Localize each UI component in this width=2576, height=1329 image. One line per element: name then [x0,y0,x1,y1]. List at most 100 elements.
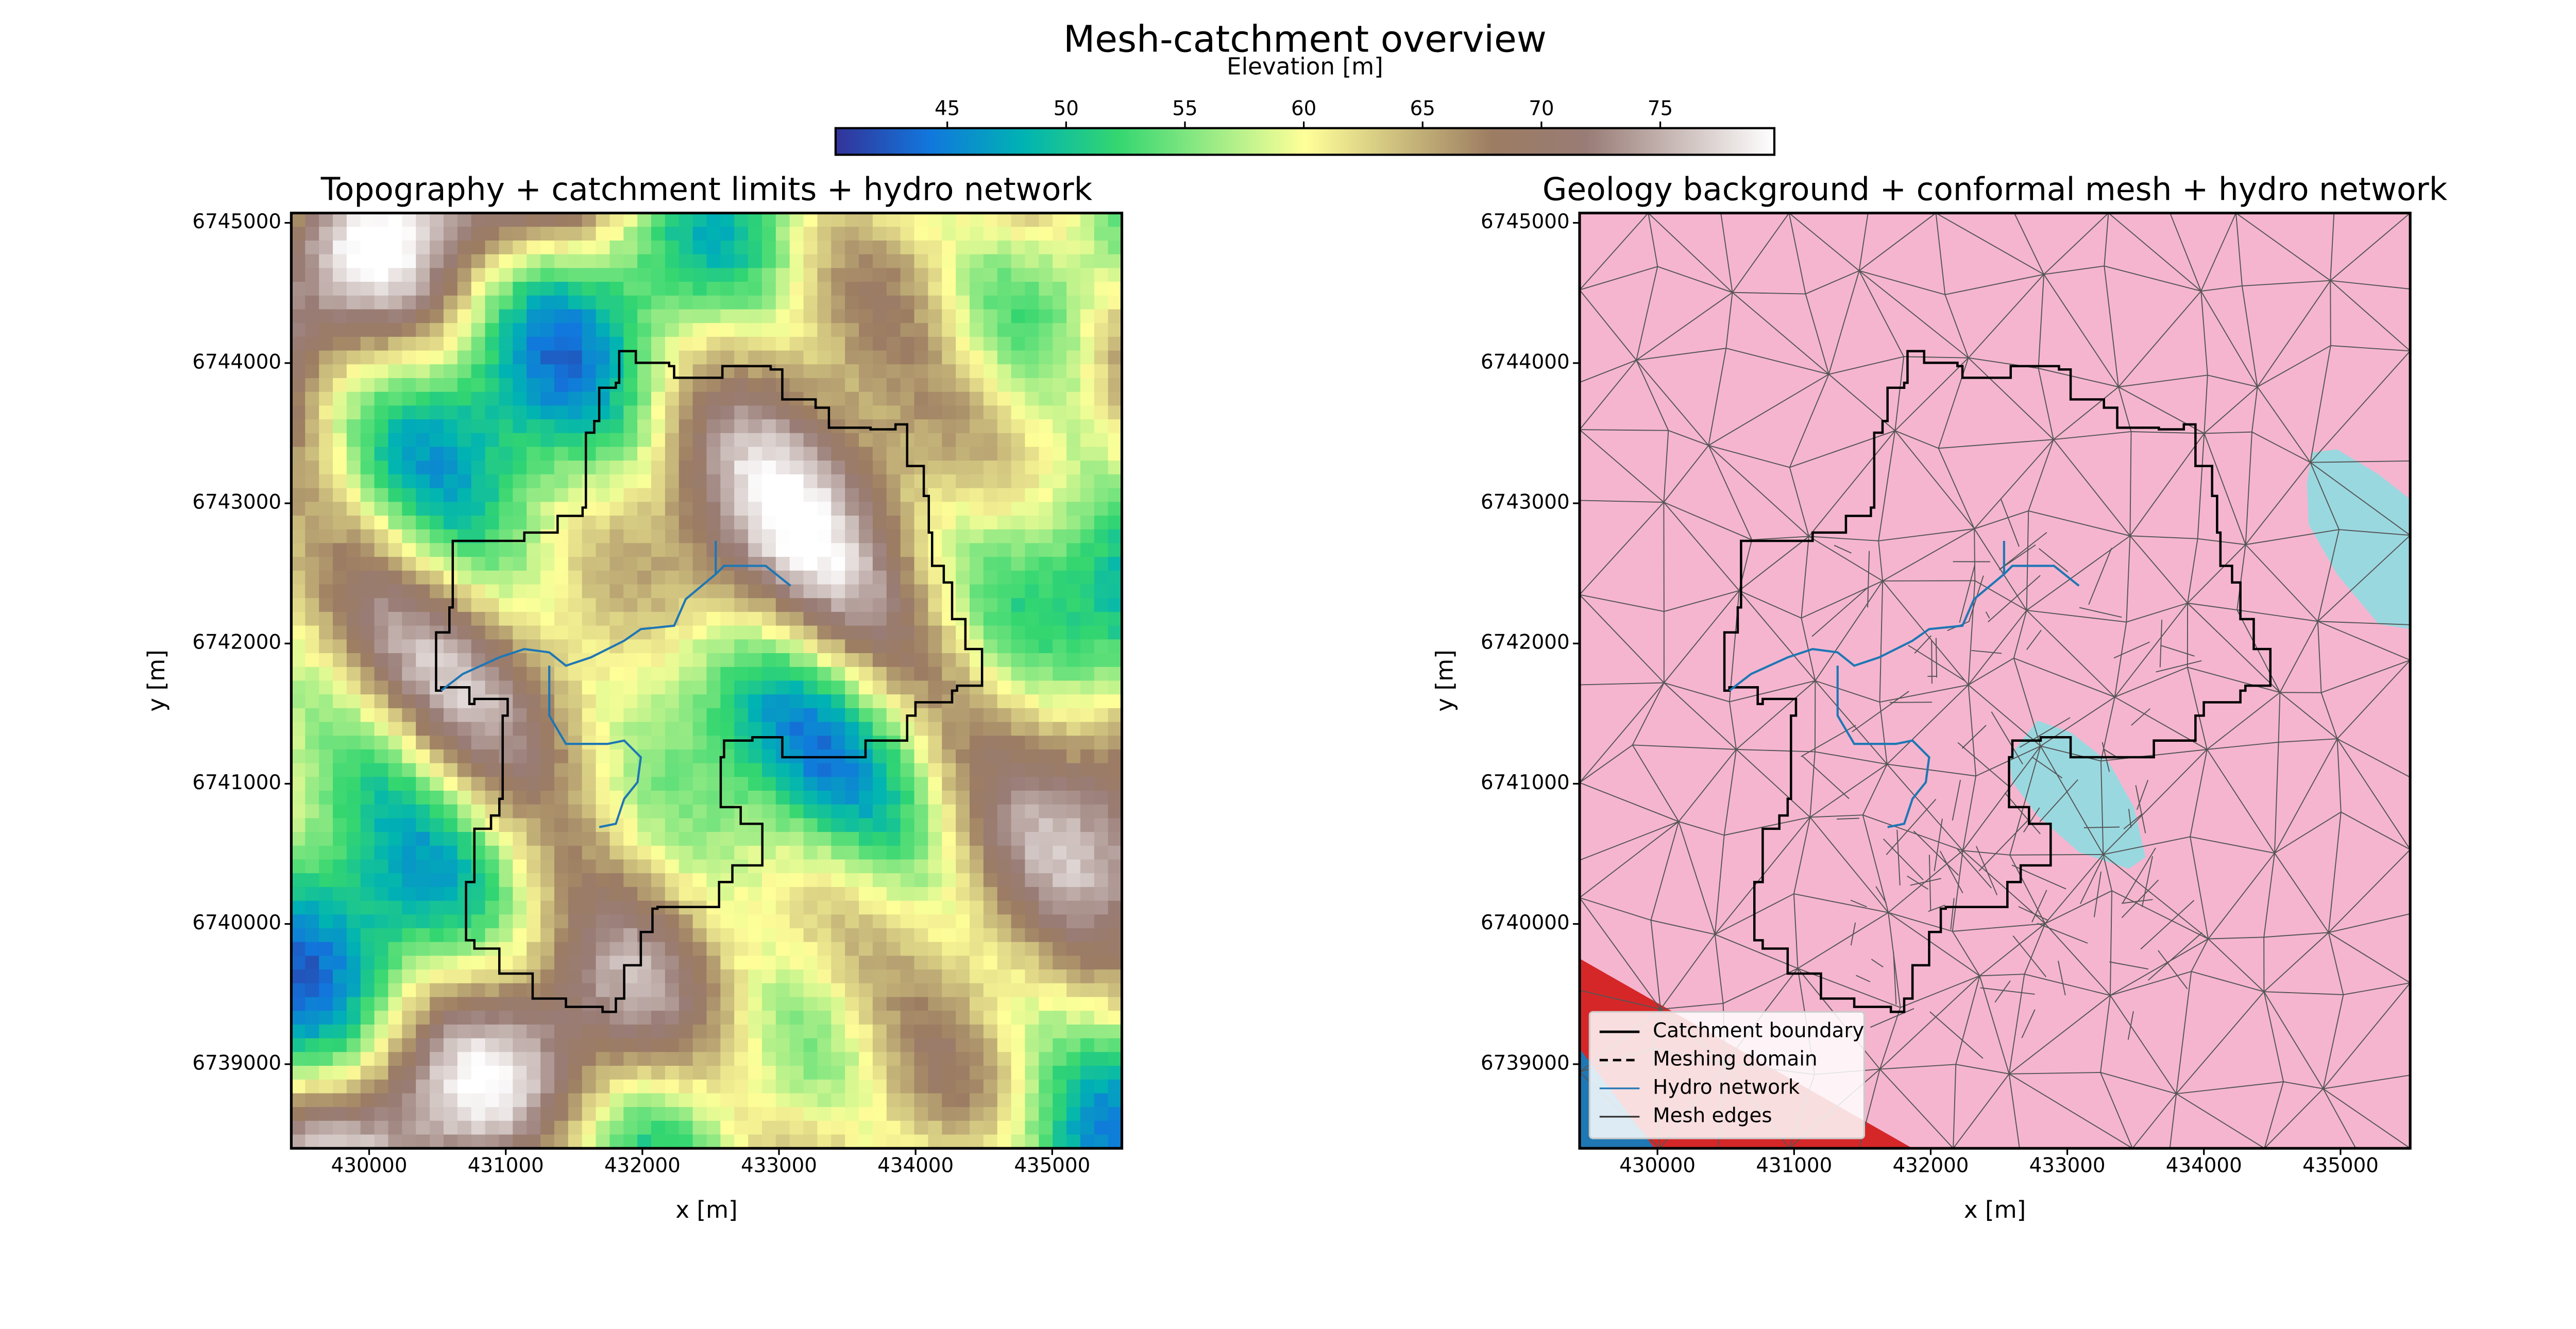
mesh-edge [1968,274,2044,359]
elevation-cell [319,1038,334,1053]
elevation-cell [623,378,638,393]
elevation-cell [831,736,846,751]
elevation-cell [1080,694,1095,709]
elevation-cell [471,433,486,448]
elevation-cell [374,1079,389,1094]
mesh-edge [2028,510,2130,537]
elevation-cell [1080,584,1095,599]
elevation-cell [499,639,514,654]
mesh-edge [2176,971,2192,1094]
elevation-cell [1039,515,1054,530]
elevation-cell [1108,240,1122,255]
elevation-cell [554,364,569,379]
elevation-cell [540,447,555,462]
elevation-cell [914,611,929,626]
elevation-cell [374,1024,389,1039]
elevation-cell [831,667,846,681]
elevation-cell [679,667,693,681]
elevation-cell [582,240,597,255]
elevation-cell [1053,1134,1067,1149]
y-tick-label: 6743000 [1481,491,1570,514]
elevation-cell [859,598,874,613]
elevation-cell [471,680,486,695]
elevation-cell [983,364,998,379]
elevation-cell [845,336,860,351]
elevation-cell [969,364,985,379]
elevation-cell [1080,557,1095,572]
elevation-cell [499,1066,514,1081]
elevation-cell [637,873,652,888]
elevation-cell [457,309,472,324]
elevation-cell [872,625,888,640]
elevation-cell [527,515,541,530]
elevation-cell [928,1024,943,1039]
elevation-cell [665,405,680,420]
elevation-cell [706,364,721,379]
elevation-cell [582,1134,597,1149]
elevation-cell [430,364,445,379]
elevation-cell [900,309,915,324]
elevation-cell [527,391,541,406]
elevation-cell [831,859,846,874]
elevation-cell [692,790,707,805]
elevation-cell [332,1093,348,1108]
elevation-cell [997,969,1012,984]
elevation-cell [679,1024,693,1039]
elevation-cell [637,722,652,737]
elevation-cell [859,1134,874,1149]
elevation-cell [817,1066,832,1081]
mesh-edge [2032,757,2063,779]
elevation-cell [928,405,943,420]
mesh-edge [2013,658,2041,746]
elevation-cell [845,667,860,681]
elevation-cell [956,653,971,668]
elevation-cell [568,708,583,723]
elevation-cell [1053,1011,1067,1026]
elevation-cell [527,818,541,833]
elevation-cell [969,736,985,751]
elevation-cell [319,818,334,833]
elevation-cell [969,625,985,640]
elevation-cell [969,1134,985,1149]
elevation-cell [1080,240,1095,255]
elevation-cell [665,956,680,970]
mesh-edge [2009,746,2041,856]
elevation-cell [388,350,403,365]
elevation-cell [457,515,472,530]
elevation-cell [914,391,929,406]
elevation-cell [914,1079,929,1094]
elevation-cell [527,488,541,503]
elevation-cell [582,364,597,379]
mesh-edge [2245,529,2340,546]
elevation-cell [734,1024,749,1039]
elevation-cell [969,1079,985,1094]
elevation-cell [983,942,998,957]
elevation-cell [914,598,929,613]
elevation-cell [319,1079,334,1094]
mesh-edge [2330,280,2411,352]
elevation-cell [513,378,528,393]
hydro-network [1728,565,2080,692]
elevation-cell [1053,309,1067,324]
elevation-cell [748,873,763,888]
mesh-edge [2317,535,2411,622]
elevation-cell [789,956,804,970]
elevation-cell [900,1024,915,1039]
elevation-cell [720,323,735,338]
elevation-cell [1108,997,1122,1012]
elevation-cell [582,529,597,544]
elevation-cell [900,832,915,847]
elevation-cell [402,1052,417,1067]
elevation-cell [457,859,472,874]
elevation-cell [845,722,860,737]
elevation-cell [831,391,846,406]
mesh-edge [2088,548,2112,605]
mesh-edge [1728,702,1737,750]
elevation-cell [706,694,721,709]
elevation-cell [775,722,790,737]
elevation-cell [775,461,790,475]
elevation-cell [485,818,500,833]
elevation-cell [499,213,514,228]
mesh-edge [2245,462,2311,545]
elevation-cell [983,240,998,255]
